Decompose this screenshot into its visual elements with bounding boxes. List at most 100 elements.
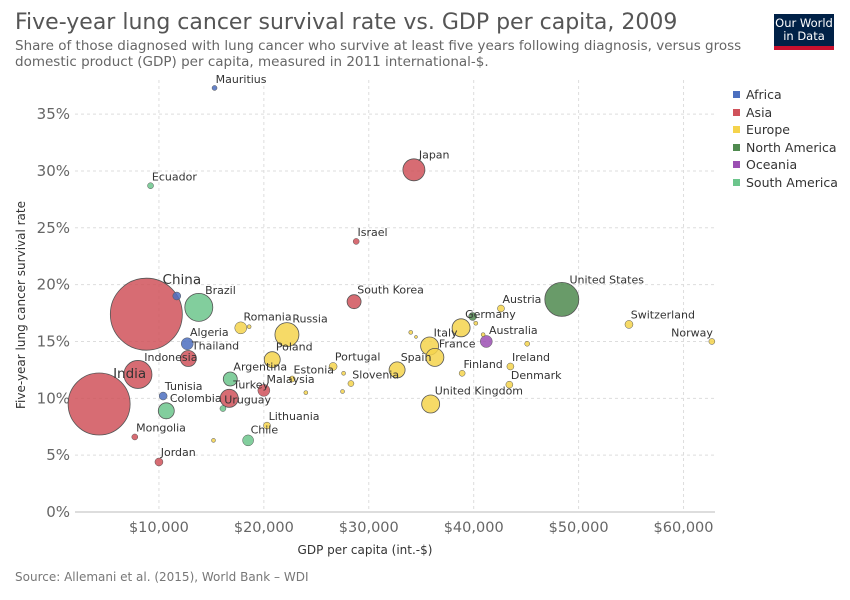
point-russia[interactable] [274,322,300,348]
point-finland[interactable] [458,370,466,377]
point-brazil[interactable] [184,292,214,322]
point-south-korea[interactable] [346,294,362,310]
point-label: Israel [358,226,388,239]
point-denmark[interactable] [505,380,514,389]
y-tick-label: 35% [37,105,70,123]
point-australia[interactable] [480,335,493,348]
point-chile[interactable] [242,434,254,447]
point-united-states[interactable] [544,282,580,317]
point-label: Brazil [205,284,236,297]
point-spain[interactable] [388,361,406,379]
point-label: Estonia [294,364,335,377]
point-label: Malaysia [267,373,315,386]
point-label: Switzerland [631,308,695,321]
point-jordan[interactable] [154,457,164,467]
point-label: Germany [465,308,516,321]
point-china[interactable] [109,277,183,351]
legend-item-europe[interactable]: Europe [733,121,838,139]
y-tick-label: 10% [37,389,70,407]
point-lithuania[interactable] [263,421,271,430]
point-ecuador[interactable] [147,182,154,189]
point-label: Colombia [170,392,222,405]
point-unlabeled[interactable] [408,330,413,335]
point-algeria[interactable] [181,337,194,350]
owid-logo[interactable]: Our World in Data [774,14,834,50]
point-label: Indonesia [144,351,197,364]
point-label: United Kingdom [435,384,523,397]
point-malaysia[interactable] [257,384,271,397]
axes: 0% 5% 10% 15% 20% 25% 30% 35% $10,000 $20,000 $30,… [37,105,714,536]
point-unlabeled[interactable] [524,340,530,347]
point-label: India [113,366,146,382]
legend-label: Asia [746,104,773,120]
point-label: Mauritius [216,73,267,86]
point-unlabeled[interactable] [246,324,252,329]
chart-subtitle: Share of those diagnosed with lung cance… [15,38,742,70]
point-unlabeled[interactable] [172,291,182,301]
point-switzerland[interactable] [624,320,634,329]
point-unlabeled[interactable] [480,332,486,337]
point-label: Argentina [233,361,287,374]
legend-swatch [733,143,740,151]
x-tick-label: $40,000 [444,520,504,536]
point-colombia[interactable] [157,402,175,420]
point-label: United States [569,274,644,287]
point-portugal[interactable] [328,362,338,371]
point-romania[interactable] [234,321,248,335]
legend-label: Oceania [746,157,798,173]
point-germany[interactable] [451,318,471,338]
point-argentina[interactable] [222,371,238,387]
x-axis-label: GDP per capita (int.-$) [298,543,433,557]
point-label: Italy [434,326,458,339]
point-label: Uruguay [224,393,271,406]
point-ireland[interactable] [506,362,515,371]
point-poland[interactable] [263,351,281,369]
point-indonesia[interactable] [123,360,153,389]
point-unlabeled[interactable] [473,321,479,326]
point-label: Algeria [190,326,229,339]
legend-item-oceania[interactable]: Oceania [733,156,838,174]
point-label: Ecuador [152,170,197,183]
grid-lines [75,80,715,513]
point-thailand[interactable] [179,350,197,367]
point-label: Turkey [232,379,269,392]
point-norway[interactable] [708,338,716,345]
point-turkey[interactable] [219,388,239,408]
legend-label: Africa [746,87,782,103]
legend-item-south-america[interactable]: South America [733,174,838,192]
point-unlabeled[interactable] [468,312,477,321]
point-tunisia[interactable] [158,391,168,401]
point-france[interactable] [425,347,445,367]
point-label: South Korea [357,283,424,296]
point-unlabeled[interactable] [303,390,309,395]
point-label: Thailand [191,340,239,353]
point-mauritius[interactable] [211,85,218,91]
x-tick-label: $10,000 [129,520,189,536]
point-united-kingdom[interactable] [421,394,441,414]
legend-item-asia[interactable]: Asia [733,104,838,122]
point-label: Norway [671,326,713,339]
y-tick-label: 5% [46,446,70,464]
point-japan[interactable] [402,158,426,182]
legend-item-north-america[interactable]: North America [733,139,838,157]
point-unlabeled[interactable] [414,335,418,339]
point-estonia[interactable] [288,375,296,383]
logo-line-2: in Data [783,29,825,43]
point-israel[interactable] [352,238,360,245]
point-unlabeled[interactable] [340,389,345,394]
x-tick-label: $30,000 [339,520,399,536]
legend: Africa Asia Europe North America Oceania Sout… [733,86,838,191]
point-mongolia[interactable] [131,433,139,441]
point-unlabeled[interactable] [211,438,216,443]
point-label: Austria [503,293,542,306]
legend-item-africa[interactable]: Africa [733,86,838,104]
point-austria[interactable] [497,304,505,313]
point-slovenia[interactable] [347,380,355,387]
point-unlabeled[interactable] [341,371,346,376]
legend-swatch [733,108,740,116]
point-india[interactable] [67,372,131,436]
data-points [67,85,716,467]
point-uruguay[interactable] [219,405,227,412]
